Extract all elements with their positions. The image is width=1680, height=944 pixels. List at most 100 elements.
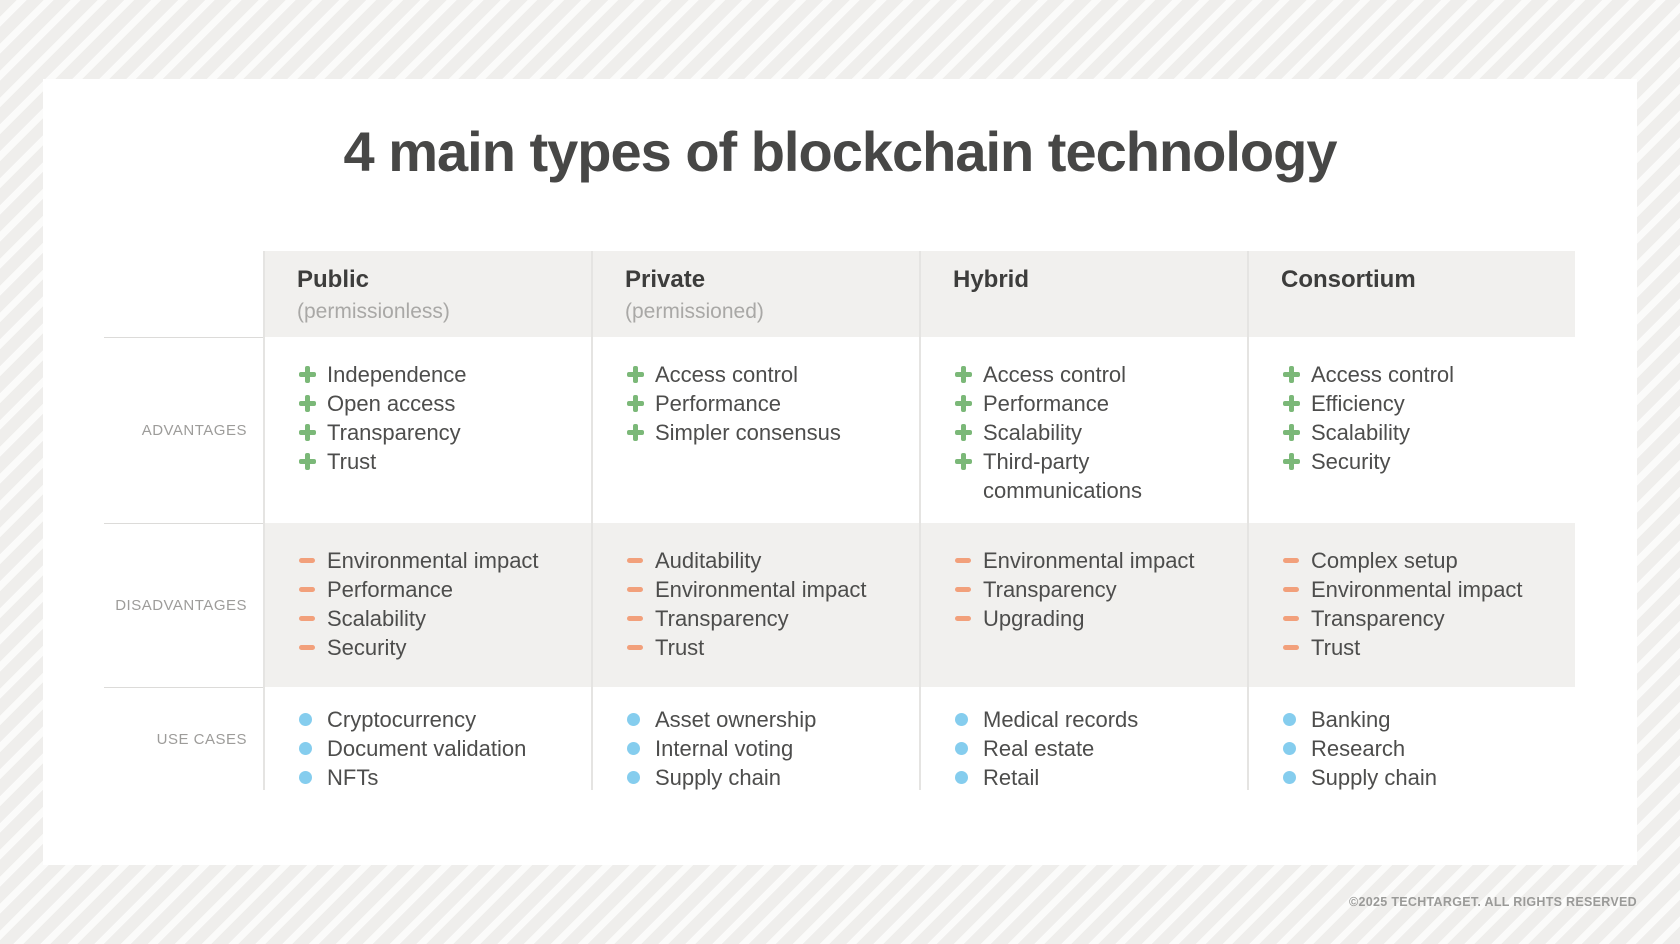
list-item-label: Real estate xyxy=(983,736,1095,761)
cell-private-disadvantages: Auditability Environmental impact Transpar… xyxy=(591,523,919,687)
minus-icon xyxy=(1282,633,1311,662)
list-item: Access control xyxy=(954,360,1231,389)
list-item: Efficiency xyxy=(1282,389,1559,418)
list-item-label: Transparency xyxy=(655,606,789,631)
list-item-label: Scalability xyxy=(983,420,1083,445)
column-header-public: Public (permissionless) xyxy=(263,251,591,337)
list-item: Security xyxy=(1282,447,1559,476)
list-item-label: Environmental impact xyxy=(655,577,867,602)
minus-icon xyxy=(954,575,983,604)
list-item-label: Simpler consensus xyxy=(655,420,841,445)
cell-consortium-use-cases: Banking Research Supply chain xyxy=(1247,687,1575,790)
bullet-icon xyxy=(626,763,655,792)
list-item: Environmental impact xyxy=(626,575,903,604)
list-item: Trust xyxy=(626,633,903,662)
list-item-label: Supply chain xyxy=(1311,765,1437,790)
bullet-icon xyxy=(298,705,327,734)
list-item: Retail xyxy=(954,763,1231,792)
minus-icon xyxy=(626,604,655,633)
list-item-label: Banking xyxy=(1311,707,1391,732)
minus-icon xyxy=(626,575,655,604)
cell-hybrid-disadvantages: Environmental impact Transparency Upgradin… xyxy=(919,523,1247,687)
cell-public-advantages: Independence Open access Transparency Trust xyxy=(263,337,591,523)
list-item: Security xyxy=(298,633,575,662)
list-item-label: Environmental impact xyxy=(327,548,539,573)
list-item: Trust xyxy=(298,447,575,476)
cell-private-use-cases: Asset ownership Internal voting Supply cha… xyxy=(591,687,919,790)
list-item: Complex setup xyxy=(1282,546,1559,575)
list-item: Access control xyxy=(1282,360,1559,389)
column-title: Public xyxy=(297,266,370,293)
list-item: Scalability xyxy=(298,604,575,633)
plus-icon xyxy=(1282,389,1311,418)
list-item-label: Upgrading xyxy=(983,606,1085,631)
list-item: NFTs xyxy=(298,763,575,792)
list-item: Transparency xyxy=(298,418,575,447)
list-item-label: Scalability xyxy=(1311,420,1411,445)
row-label-disadvantages: DISADVANTAGES xyxy=(104,523,263,687)
cell-private-advantages: Access control Performance Simpler consens… xyxy=(591,337,919,523)
list-item-label: Transparency xyxy=(1311,606,1445,631)
list-item: Performance xyxy=(954,389,1231,418)
plus-icon xyxy=(1282,447,1311,476)
list-item: Transparency xyxy=(1282,604,1559,633)
list-item-label: Access control xyxy=(655,362,799,387)
list-item: Access control xyxy=(626,360,903,389)
list-item-label: Independence xyxy=(327,362,467,387)
list-item-label: Transparency xyxy=(983,577,1117,602)
list-item-label: Environmental impact xyxy=(983,548,1195,573)
comparison-table: Public (permissionless) Private (permiss… xyxy=(104,251,1575,790)
list-item: Auditability xyxy=(626,546,903,575)
bullet-icon xyxy=(954,705,983,734)
list-item-label: Trust xyxy=(1311,635,1361,660)
plus-icon xyxy=(1282,418,1311,447)
cell-public-use-cases: Cryptocurrency Document validation NFTs xyxy=(263,687,591,790)
list-item: Environmental impact xyxy=(298,546,575,575)
column-header-consortium: Consortium xyxy=(1247,251,1575,337)
list-item-label: Document validation xyxy=(327,736,527,761)
list-item-label: Internal voting xyxy=(655,736,794,761)
list-item-label: NFTs xyxy=(327,765,379,790)
page-title: 4 main types of blockchain technology xyxy=(343,120,1338,183)
list-item: Real estate xyxy=(954,734,1231,763)
list-item: Open access xyxy=(298,389,575,418)
list-item: Scalability xyxy=(954,418,1231,447)
minus-icon xyxy=(298,633,327,662)
plus-icon xyxy=(298,389,327,418)
minus-icon xyxy=(1282,604,1311,633)
list-item-label: Access control xyxy=(1311,362,1455,387)
plus-icon xyxy=(626,418,655,447)
list-item: Supply chain xyxy=(626,763,903,792)
list-item-label: Medical records xyxy=(983,707,1139,732)
cell-public-disadvantages: Environmental impact Performance Scalabili… xyxy=(263,523,591,687)
plus-icon xyxy=(298,447,327,476)
list-item-label: Trust xyxy=(655,635,705,660)
column-subtitle: (permissionless) xyxy=(297,300,450,323)
list-item: Transparency xyxy=(954,575,1231,604)
list-item: Performance xyxy=(298,575,575,604)
list-item-label: Trust xyxy=(327,449,377,474)
list-item: Document validation xyxy=(298,734,575,763)
column-header-private: Private (permissioned) xyxy=(591,251,919,337)
list-item-label: Security xyxy=(1311,449,1391,474)
bullet-icon xyxy=(1282,705,1311,734)
list-item-label: Scalability xyxy=(327,606,427,631)
list-item: Medical records xyxy=(954,705,1231,734)
list-item-label: Asset ownership xyxy=(655,707,817,732)
cell-consortium-advantages: Access control Efficiency Scalability Secur… xyxy=(1247,337,1575,523)
list-item: Research xyxy=(1282,734,1559,763)
list-item: Third-party communications xyxy=(954,447,1231,505)
list-item: Cryptocurrency xyxy=(298,705,575,734)
minus-icon xyxy=(298,575,327,604)
minus-icon xyxy=(954,604,983,633)
plus-icon xyxy=(954,389,983,418)
list-item: Internal voting xyxy=(626,734,903,763)
list-item: Upgrading xyxy=(954,604,1231,633)
minus-icon xyxy=(626,546,655,575)
list-item: Trust xyxy=(1282,633,1559,662)
list-item: Asset ownership xyxy=(626,705,903,734)
cell-hybrid-advantages: Access control Performance Scalability Thir… xyxy=(919,337,1247,523)
column-header-hybrid: Hybrid xyxy=(919,251,1247,337)
minus-icon xyxy=(298,546,327,575)
